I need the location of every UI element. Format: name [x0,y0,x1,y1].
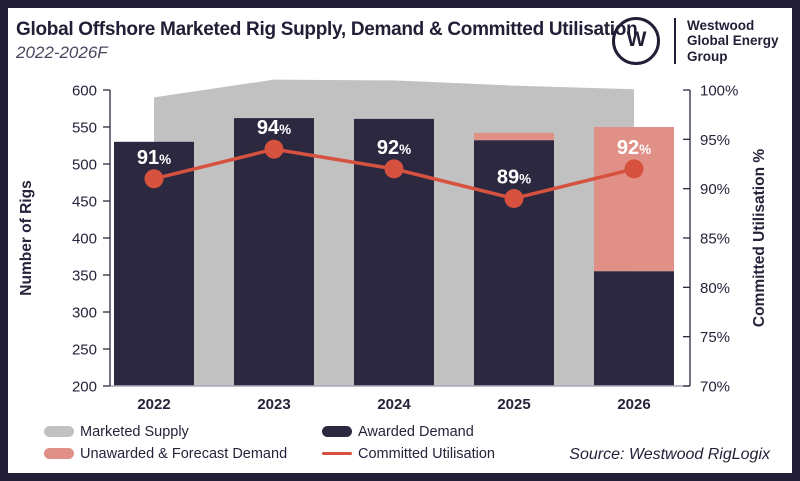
legend-item-awarded-demand: Awarded Demand [322,423,495,440]
left-axis-tick-label: 600 [72,83,97,100]
right-axis-tick-label: 90% [700,181,730,198]
bar-unawarded-2026 [594,127,674,272]
utilisation-label-2023: 94% [257,117,291,139]
x-axis-label-2022: 2022 [137,396,170,413]
right-axis-tick-label: 80% [700,280,730,297]
left-axis-tick-label: 200 [72,379,97,396]
x-axis-label-2026: 2026 [617,396,650,413]
legend-label: Committed Utilisation [358,445,495,462]
utilisation-label-2022: 91% [137,147,171,169]
left-axis-tick-label: 500 [72,157,97,174]
legend-label: Unawarded & Forecast Demand [80,445,288,462]
committed-utilisation-swatch [322,452,352,455]
legend-item-unawarded-demand: Unawarded & Forecast Demand [44,445,288,462]
right-axis-tick-label: 70% [700,379,730,396]
legend-item-marketed-supply: Marketed Supply [44,423,287,440]
legend-label: Awarded Demand [358,423,474,440]
right-axis-tick-label: 100% [700,83,738,100]
utilisation-marker-2022 [144,169,164,189]
utilisation-marker-2026 [624,159,644,179]
logo-text: Westwood Global Energy Group [687,18,779,65]
left-axis-tick-label: 300 [72,305,97,322]
x-axis-label-2024: 2024 [377,396,411,413]
x-axis-label-2023: 2023 [257,396,290,413]
utilisation-label-2024: 92% [377,137,411,159]
utilisation-label-2026: 92% [617,137,651,159]
source-note: Source: Westwood RigLogix [569,446,770,463]
x-axis-label-2025: 2025 [497,396,530,413]
legend-item-committed-utilisation: Committed Utilisation [322,445,495,462]
logo-monogram: W [626,28,647,51]
y-axis-title-right: Committed Utilisation % [751,149,768,327]
bar-awarded-2024 [354,118,434,387]
left-axis-tick-label: 400 [72,231,97,248]
left-axis-tick-label: 550 [72,120,97,137]
bar-awarded-2023 [234,118,314,386]
bar-unawarded-2025 [474,132,554,141]
right-axis-tick-label: 85% [700,231,730,248]
unawarded-demand-swatch [44,448,74,459]
awarded-demand-swatch [322,426,352,437]
bar-awarded-2026 [594,271,674,386]
logo-divider [674,18,676,64]
utilisation-marker-2023 [264,139,284,159]
chart-subtitle: 2022-2026F [16,43,108,62]
right-axis-tick-label: 95% [700,132,730,149]
legend-column-1: Marketed Supply Unawarded & Forecast Dem… [44,423,288,462]
logo-line-1: Westwood [687,17,755,33]
left-axis-tick-label: 350 [72,268,97,285]
marketed-supply-swatch [44,426,74,437]
y-axis-title-left: Number of Rigs [18,180,35,295]
legend-label: Marketed Supply [80,423,189,440]
logo-line-3: Group [687,48,728,64]
logo-line-2: Global Energy [687,33,779,49]
combo-chart: Number of Rigs Committed Utilisation % 2… [18,79,768,413]
legend-column-2: Awarded Demand Committed Utilisation [322,423,495,462]
chart-title: Global Offshore Marketed Rig Supply, Dem… [16,19,638,40]
bar-awarded-2025 [474,140,554,386]
westwood-logo: W Westwood Global Energy Group [612,17,779,65]
utilisation-marker-2024 [384,159,404,179]
logo-circle-icon: W [612,17,660,65]
left-axis-tick-label: 450 [72,194,97,211]
utilisation-marker-2025 [504,189,524,208]
header: Global Offshore Marketed Rig Supply, Dem… [16,18,638,63]
right-axis-tick-label: 75% [700,329,730,346]
left-axis-tick-label: 250 [72,342,97,359]
utilisation-label-2025: 89% [497,167,531,189]
